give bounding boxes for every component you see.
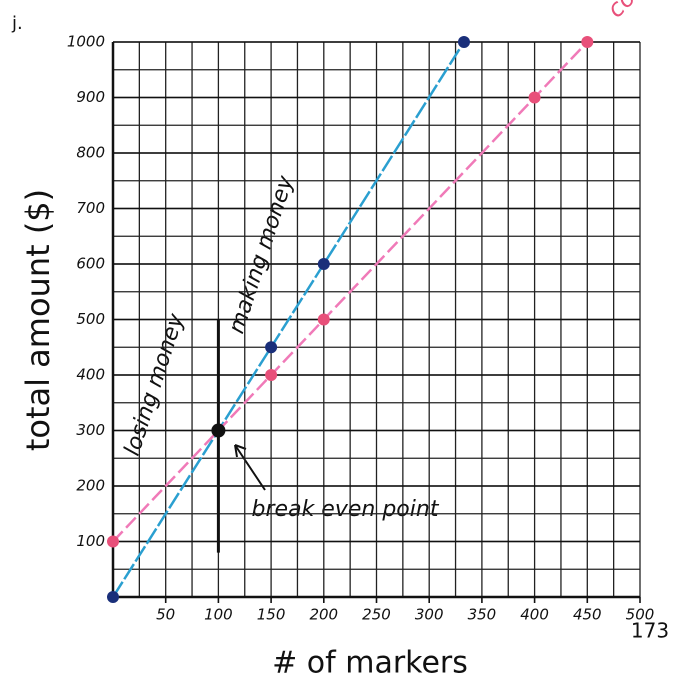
x-tick-label: 150: [257, 606, 286, 624]
x-tick-label: 500: [626, 606, 655, 624]
y-tick-label: 1000: [67, 33, 105, 51]
y-tick-label: 700: [76, 199, 105, 217]
y-axis-label: total amount ($): [19, 189, 57, 451]
data-point: [581, 36, 593, 48]
x-tick-label: 100: [204, 606, 233, 624]
y-tick-label: 100: [76, 532, 105, 550]
x-tick-label: 250: [362, 606, 391, 624]
x-tick-label: 350: [468, 606, 497, 624]
annotation: break even point: [252, 497, 440, 522]
x-tick-label: 450: [573, 606, 602, 624]
data-point: [529, 92, 541, 104]
x-tick-label: 50: [156, 606, 175, 624]
data-point: [458, 36, 470, 48]
legend-entry: co: [601, 0, 641, 23]
break-even-point: [211, 424, 225, 438]
y-tick-label: 500: [76, 310, 105, 328]
data-point: [107, 591, 119, 603]
chart: j. 173 # of markers total amount ($) los…: [0, 0, 684, 689]
data-point: [318, 258, 330, 270]
y-tick-label: 800: [76, 144, 105, 162]
data-point: [265, 369, 277, 381]
annotation-arrow: [235, 445, 265, 490]
y-tick-label: 200: [76, 477, 105, 495]
x-tick-label: 400: [520, 606, 549, 624]
annotation: losing money: [120, 310, 190, 459]
x-tick-label: 200: [309, 606, 338, 624]
data-point: [318, 314, 330, 326]
corner-label: j.: [11, 13, 23, 34]
y-tick-label: 600: [76, 255, 105, 273]
y-tick-label: 300: [76, 421, 105, 439]
y-tick-label: 900: [76, 88, 105, 106]
data-point: [107, 536, 119, 548]
x-axis-label: # of markers: [272, 646, 468, 681]
annotation: making money: [224, 172, 299, 337]
y-tick-label: 400: [76, 366, 105, 384]
x-tick-label: 300: [415, 606, 444, 624]
data-point: [265, 341, 277, 353]
